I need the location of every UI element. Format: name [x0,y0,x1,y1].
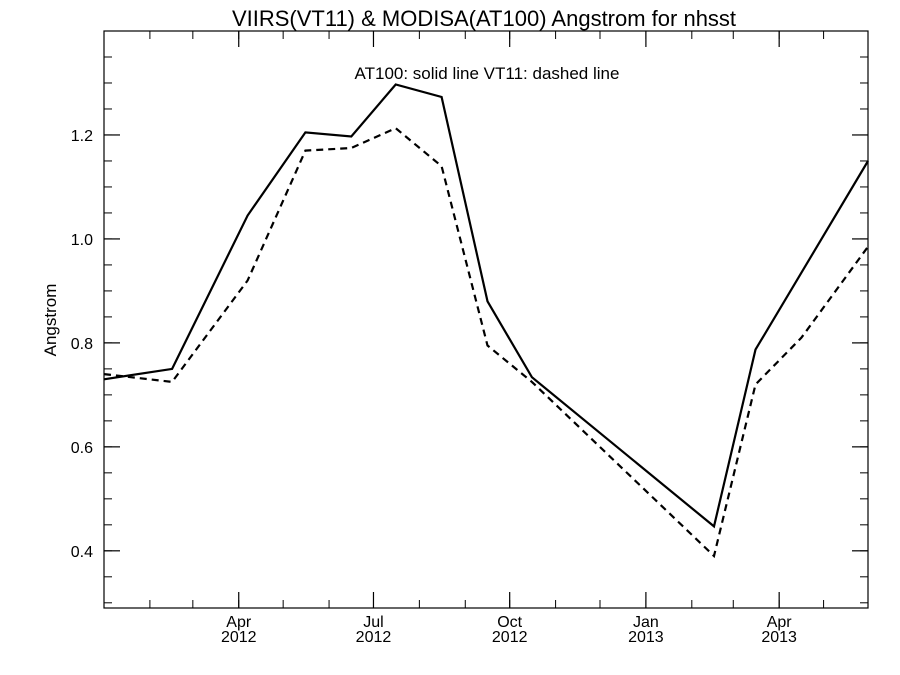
x-tick-label-month: Apr [767,614,793,631]
x-tick-label-month: Jul [363,614,383,631]
y-tick-label: 0.6 [71,440,93,457]
x-tick-label-month: Oct [497,614,522,631]
plot-frame [103,30,869,609]
x-tick-label-year: 2012 [492,629,528,646]
chart-annotation: AT100: solid line VT11: dashed line [355,64,620,83]
x-tick-label-year: 2012 [221,629,257,646]
x-tick-label-year: 2012 [356,629,392,646]
chart-title: VIIRS(VT11) & MODISA(AT100) Angstrom for… [232,6,736,31]
y-axis: 0.4 0.6 0.8 1.0 1.2 [71,128,868,561]
y-tick-label: 0.8 [71,336,93,353]
x-tick-label-month: Jan [633,614,659,631]
series-line-vt11 [103,126,869,559]
x-tick-label-year: 2013 [761,629,797,646]
y-tick-label: 1.2 [71,128,93,145]
x-tick-label-year: 2013 [628,629,664,646]
series-layer [103,83,869,559]
y-axis-label: Angstrom [41,284,60,357]
x-tick-label-month: Apr [226,614,252,631]
y-tick-label: 0.4 [71,544,93,561]
series-line-at100 [103,83,869,529]
y-tick-label: 1.0 [71,232,93,249]
